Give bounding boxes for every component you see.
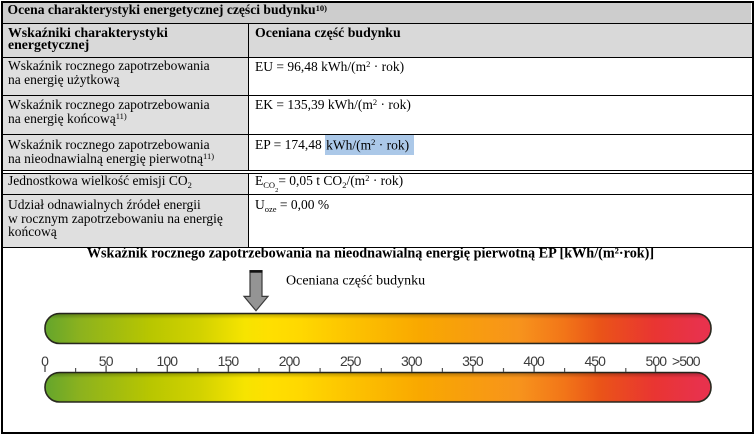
svg-text:50: 50 (99, 353, 114, 369)
svg-text:400: 400 (523, 353, 545, 369)
svg-text:250: 250 (340, 353, 362, 369)
svg-text:350: 350 (462, 353, 484, 369)
svg-text:300: 300 (401, 353, 423, 369)
svg-text:>500: >500 (672, 353, 701, 369)
svg-text:Wskaźnik rocznego zapotrzebowa: Wskaźnik rocznego zapotrzebowania na nie… (87, 246, 654, 262)
svg-text:100: 100 (157, 353, 179, 369)
svg-text:500: 500 (646, 353, 668, 369)
svg-text:Oceniana część budynku: Oceniana część budynku (286, 273, 425, 288)
svg-text:450: 450 (584, 353, 606, 369)
svg-text:200: 200 (279, 353, 301, 369)
svg-text:0: 0 (41, 353, 49, 369)
svg-text:150: 150 (218, 353, 240, 369)
